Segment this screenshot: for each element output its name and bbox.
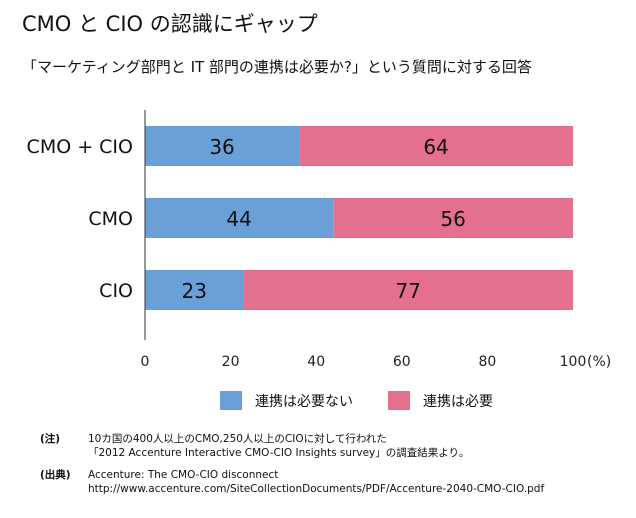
x-tick-label: 60	[393, 354, 411, 370]
bars-layer: CMO + CIO 36 64 CMO 44 56 CIO 23 77	[27, 126, 573, 310]
legend-label: 連携は必要	[423, 394, 493, 410]
footnotes: (注) 10カ国の400人以上のCMO,250人以上のCIOに対して行われた 「…	[40, 432, 544, 496]
note-line-2: 「2012 Accenture Interactive CMO-CIO Insi…	[88, 447, 470, 459]
note-line-1: 10カ国の400人以上のCMO,250人以上のCIOに対して行われた	[88, 433, 387, 445]
x-tick-label: 0	[141, 354, 150, 370]
data-label: 77	[395, 279, 420, 303]
legend-swatch	[388, 391, 410, 410]
data-label: 56	[440, 207, 465, 231]
chart-subtitle: 「マーケティング部門と IT 部門の連携は必要か?」という質問に対する回答	[22, 58, 532, 76]
category-label: CMO + CIO	[27, 136, 133, 158]
data-label: 36	[209, 135, 234, 159]
bar-segment-not-needed	[145, 270, 244, 310]
legend: 連携は必要ない 連携は必要	[220, 391, 493, 410]
bar-segment-needed	[333, 198, 573, 238]
data-label: 44	[226, 207, 251, 231]
bar-segment-needed	[243, 270, 573, 310]
data-label: 64	[423, 135, 448, 159]
legend-swatch	[220, 391, 242, 410]
legend-label: 連携は必要ない	[255, 394, 353, 410]
x-tick-label: 80	[478, 354, 496, 370]
x-tick-label: 40	[307, 354, 325, 370]
bar-segment-not-needed	[145, 198, 334, 238]
x-axis-unit: (%)	[587, 354, 611, 370]
source-label: (出典)	[40, 469, 71, 481]
bar-segment-needed	[299, 126, 573, 166]
category-label: CMO	[88, 208, 133, 230]
x-tick-label: 20	[222, 354, 240, 370]
chart-title: CMO と CIO の認識にギャップ	[22, 12, 318, 36]
x-tick-label: 100	[560, 354, 587, 370]
bar-segment-not-needed	[145, 126, 300, 166]
source-line-2: http://www.accenture.com/SiteCollectionD…	[88, 483, 545, 495]
note-label: (注)	[40, 433, 61, 445]
category-label: CIO	[99, 280, 133, 302]
data-label: 23	[181, 279, 206, 303]
x-axis-ticks: 0 20 40 60 80 100 (%)	[141, 354, 612, 370]
source-line-1: Accenture: The CMO-CIO disconnect	[88, 469, 279, 481]
